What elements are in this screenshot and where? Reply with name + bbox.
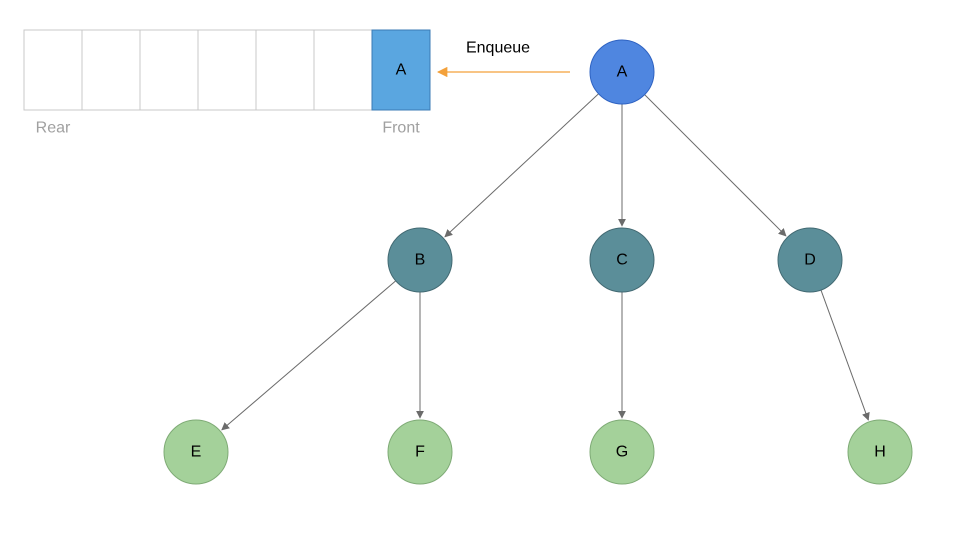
tree-node-label: A	[617, 64, 628, 81]
enqueue-label: Enqueue	[466, 40, 530, 57]
tree-node-h: H	[848, 420, 912, 484]
tree-node-b: B	[388, 228, 452, 292]
tree-edge	[645, 95, 786, 236]
tree-node-label: C	[616, 252, 628, 269]
queue-cell	[140, 30, 198, 110]
tree-edges	[222, 94, 869, 430]
queue-cell	[256, 30, 314, 110]
tree-edge	[445, 94, 599, 237]
queue-cell	[24, 30, 82, 110]
tree-node-label: G	[616, 444, 628, 461]
tree-node-label: B	[415, 252, 426, 269]
queue-cell	[314, 30, 372, 110]
tree-node-a: A	[590, 40, 654, 104]
tree-node-label: D	[804, 252, 816, 269]
tree-node-label: E	[191, 444, 202, 461]
tree-edge	[222, 281, 396, 430]
tree-node-label: H	[874, 444, 886, 461]
queue: A Rear Front	[24, 30, 430, 137]
queue-cell	[198, 30, 256, 110]
tree-node-e: E	[164, 420, 228, 484]
tree-node-d: D	[778, 228, 842, 292]
queue-cell	[82, 30, 140, 110]
queue-front-value: A	[396, 62, 407, 79]
queue-rear-label: Rear	[36, 120, 71, 137]
tree-node-c: C	[590, 228, 654, 292]
queue-front-label: Front	[382, 120, 420, 137]
tree-node-label: F	[415, 444, 425, 461]
tree-node-g: G	[590, 420, 654, 484]
tree-edge	[821, 290, 868, 420]
enqueue-operation: Enqueue	[438, 40, 570, 73]
tree-node-f: F	[388, 420, 452, 484]
